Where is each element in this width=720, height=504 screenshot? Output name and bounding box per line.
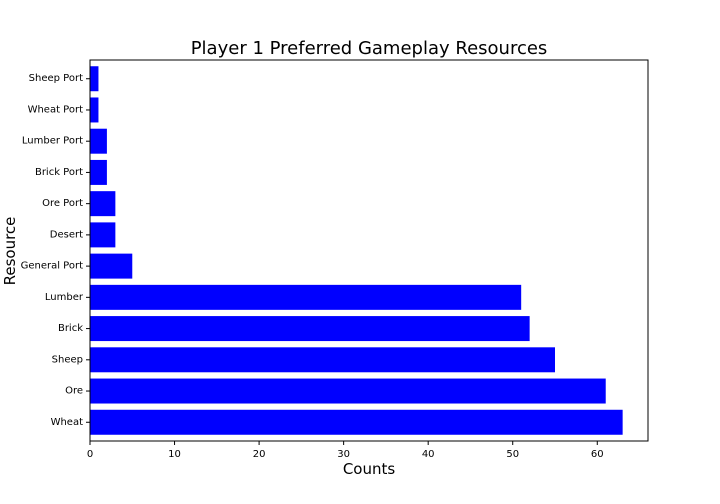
y-tick-label: Brick bbox=[58, 323, 83, 334]
x-tick-label: 50 bbox=[506, 449, 519, 460]
y-tick-label: General Port bbox=[21, 261, 83, 272]
bar-ore-port bbox=[90, 191, 116, 217]
bar-lumber bbox=[90, 284, 522, 310]
y-tick-label: Lumber Port bbox=[22, 136, 83, 147]
x-tick-label: 30 bbox=[337, 449, 350, 460]
bar-wheat-port bbox=[90, 97, 99, 123]
bar-sheep bbox=[90, 347, 555, 373]
chart-title: Player 1 Preferred Gameplay Resources bbox=[191, 38, 548, 59]
bar-ore bbox=[90, 378, 606, 404]
y-tick-label: Sheep Port bbox=[29, 73, 83, 84]
y-tick-label: Desert bbox=[50, 229, 83, 240]
x-tick-label: 60 bbox=[591, 449, 604, 460]
x-axis-label: Counts bbox=[343, 460, 396, 478]
bar-lumber-port bbox=[90, 128, 107, 154]
x-tick-label: 40 bbox=[422, 449, 435, 460]
y-tick-label: Wheat Port bbox=[28, 104, 84, 115]
y-tick-label: Ore Port bbox=[42, 198, 83, 209]
x-tick-label: 20 bbox=[253, 449, 266, 460]
y-tick-label: Lumber bbox=[45, 292, 84, 303]
y-tick-label: Wheat bbox=[51, 417, 84, 428]
plot-frame bbox=[89, 59, 649, 442]
bar-brick bbox=[90, 316, 530, 342]
bar-general-port bbox=[90, 253, 133, 279]
bar-desert bbox=[90, 222, 116, 248]
y-tick-label: Sheep bbox=[52, 354, 83, 365]
x-axis-ticks: 0 10 20 30 40 50 60 bbox=[87, 441, 604, 460]
bar-brick-port bbox=[90, 159, 107, 185]
bar-sheep-port bbox=[90, 66, 99, 92]
y-tick-label: Ore bbox=[65, 386, 83, 397]
bars-group bbox=[90, 66, 623, 435]
bar-wheat bbox=[90, 409, 623, 435]
x-tick-label: 0 bbox=[87, 449, 93, 460]
y-tick-label: Brick Port bbox=[35, 167, 83, 178]
y-axis-ticks: Wheat Ore Sheep Brick Lumber General Port Dese… bbox=[21, 73, 90, 428]
x-tick-label: 10 bbox=[168, 449, 181, 460]
y-axis-label: Resource bbox=[1, 217, 19, 286]
